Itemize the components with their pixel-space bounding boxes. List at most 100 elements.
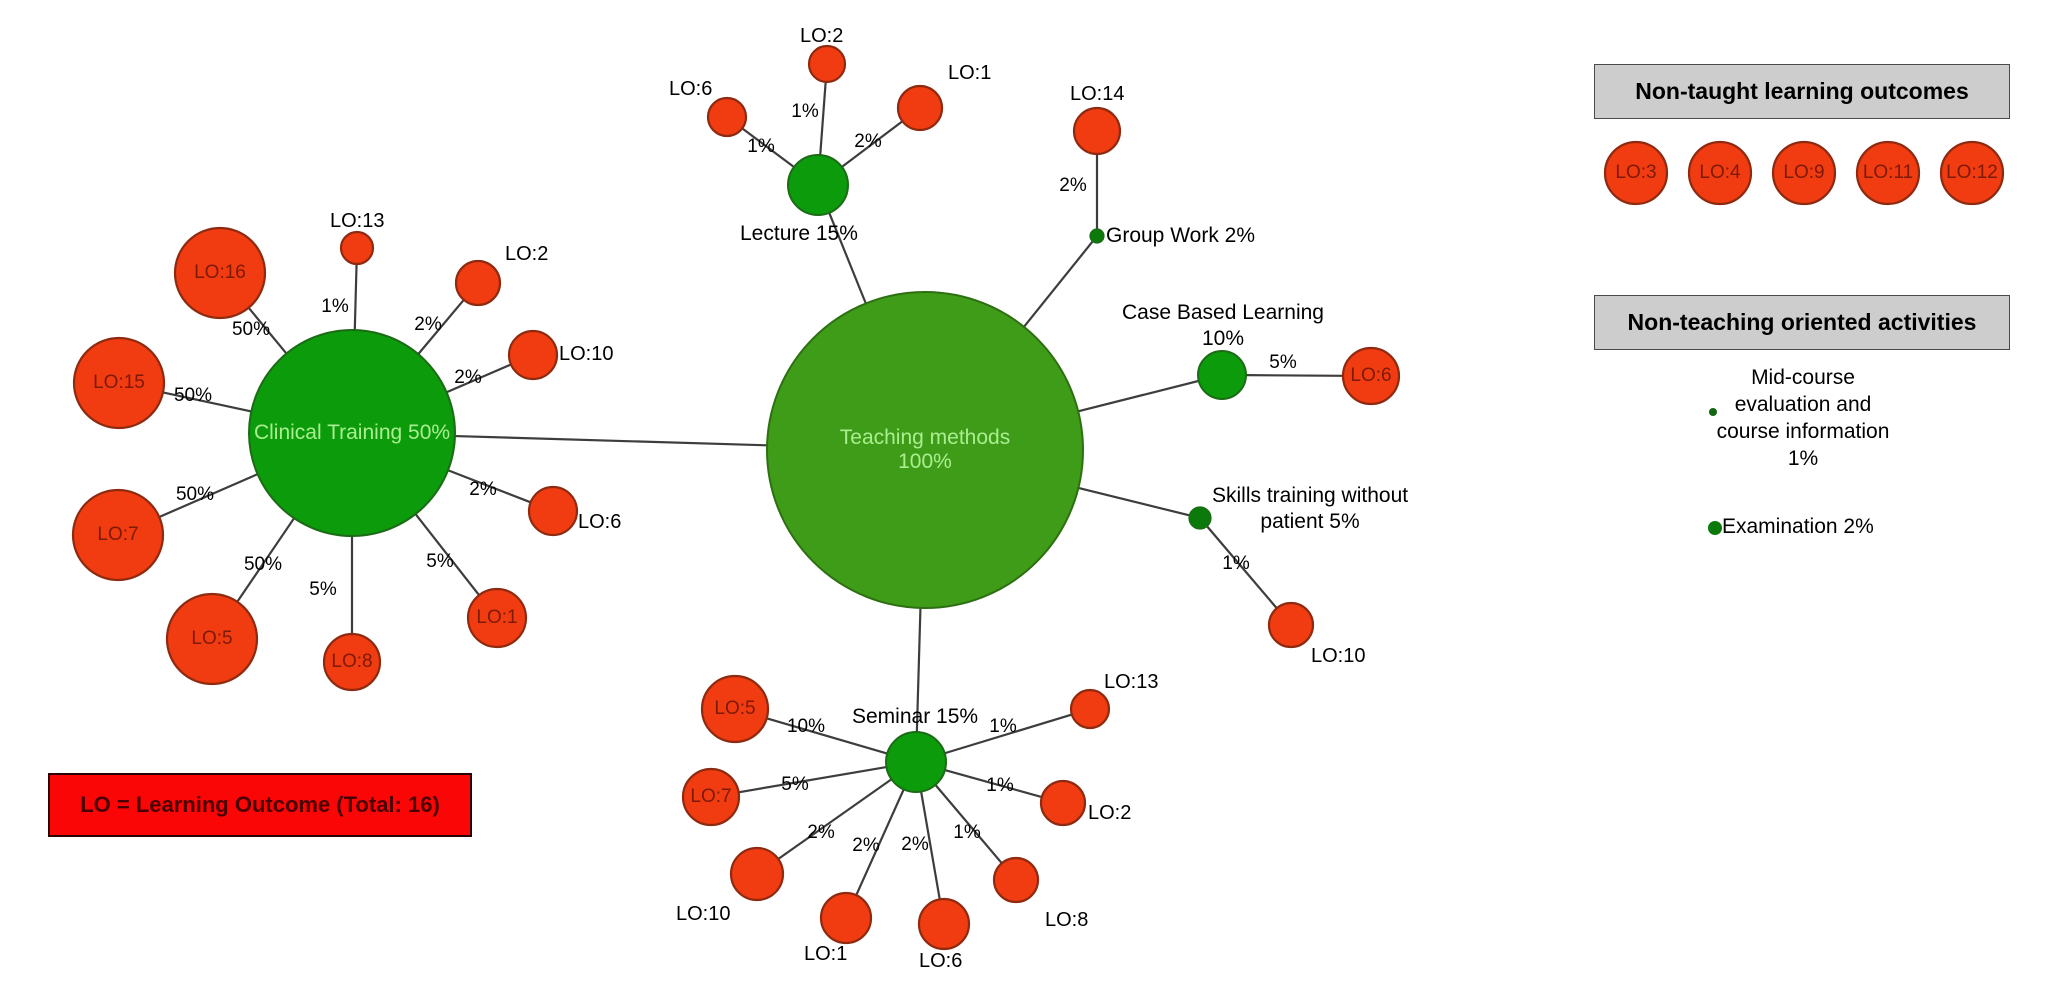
edge-root-seminar xyxy=(915,607,922,733)
edge-weight-ct-lo8: 5% xyxy=(309,579,337,600)
node-lec-lo6[interactable] xyxy=(706,96,748,138)
edge-weight-ct-lo5: 50% xyxy=(243,554,283,575)
edge-clinical-training-ct-lo6 xyxy=(447,469,532,504)
non-taught-panel-title: Non-taught learning outcomes xyxy=(1635,78,1969,104)
edge-weight-ct-lo1: 5% xyxy=(426,551,454,572)
edge-clinical-training-ct-lo1 xyxy=(414,513,480,596)
node-label-group-work: Group Work 2% xyxy=(1106,224,1255,247)
edge-root-clinical-training xyxy=(454,434,768,447)
non-taught-label-lo-4: LO:4 xyxy=(1699,162,1741,183)
node-label-sem-lo13: LO:13 xyxy=(1104,671,1159,693)
node-label-ct-lo1: LO:1 xyxy=(476,607,518,628)
node-ct-lo7[interactable] xyxy=(71,488,165,582)
node-gw-lo14[interactable] xyxy=(1072,106,1122,156)
lo-legend-box: LO = Learning Outcome (Total: 16) xyxy=(48,773,472,837)
edge-clinical-training-ct-lo7 xyxy=(158,473,259,519)
node-label-lec-lo1: LO:1 xyxy=(948,62,992,84)
node-ct-lo2[interactable] xyxy=(454,259,502,307)
edge-lecture-lec-lo2 xyxy=(819,81,827,156)
mid-course-line1: Mid-course xyxy=(1751,366,1855,389)
node-sem-lo10[interactable] xyxy=(729,846,785,902)
node-label-st-lo10: LO:10 xyxy=(1311,645,1366,667)
node-ct-lo8[interactable] xyxy=(322,632,382,692)
node-label-lec-lo6: LO:6 xyxy=(669,78,713,100)
node-group-work[interactable] xyxy=(1089,228,1105,244)
edge-clinical-training-ct-lo10 xyxy=(446,363,512,394)
edge-weight-st-lo10: 1% xyxy=(1222,553,1250,574)
node-label-case-based-learning: Case Based Learning 10% xyxy=(1122,301,1324,350)
node-ct-lo5[interactable] xyxy=(165,592,259,686)
edge-weight-sem-lo10: 2% xyxy=(807,822,835,843)
node-label-teaching-methods: Teaching methods 100% xyxy=(839,426,1011,473)
non-teaching-panel-title: Non-teaching oriented activities xyxy=(1627,309,1977,335)
non-teaching-dots xyxy=(1708,408,1722,535)
node-label-sem-lo7: LO:7 xyxy=(690,786,732,807)
node-label-sem-lo6: LO:6 xyxy=(919,950,963,972)
node-label-lecture: Lecture 15% xyxy=(740,222,858,245)
non-taught-node-lo-11[interactable] xyxy=(1855,140,1921,206)
node-clinical-training[interactable] xyxy=(248,329,456,537)
non-taught-node-lo-12[interactable] xyxy=(1939,140,2005,206)
edge-weight-sem-lo6: 2% xyxy=(901,834,929,855)
edge-seminar-sem-lo6 xyxy=(920,791,941,900)
node-ct-lo6[interactable] xyxy=(527,485,579,537)
edge-lecture-lec-lo1 xyxy=(841,120,904,168)
edge-case-based-learning-cbl-lo6 xyxy=(1245,374,1344,377)
node-skills-training[interactable] xyxy=(1188,506,1212,530)
node-label-ct-lo15: LO:15 xyxy=(93,372,145,393)
mid-course-dot xyxy=(1709,408,1717,416)
edge-root-skills-training xyxy=(1078,486,1190,517)
node-ct-lo16[interactable] xyxy=(173,226,267,320)
node-label-ct-lo6: LO:6 xyxy=(578,511,622,533)
edge-weight-lec-lo6: 1% xyxy=(747,136,775,157)
non-taught-node-lo-4[interactable] xyxy=(1687,140,1753,206)
edge-clinical-training-ct-lo2 xyxy=(417,299,465,355)
node-ct-lo15[interactable] xyxy=(72,336,166,430)
non-taught-label-lo-11: LO:11 xyxy=(1862,162,1914,183)
edge-weight-sem-lo5: 10% xyxy=(786,716,826,737)
edge-clinical-training-ct-lo16 xyxy=(247,307,288,355)
edge-layer xyxy=(158,81,1344,900)
node-seminar[interactable] xyxy=(885,731,947,793)
node-sem-lo2[interactable] xyxy=(1039,779,1087,827)
node-label-ct-lo7: LO:7 xyxy=(97,524,139,545)
non-taught-label-lo-9: LO:9 xyxy=(1783,162,1825,183)
edge-weight-sem-lo1: 2% xyxy=(852,835,880,856)
node-sem-lo7[interactable] xyxy=(681,767,741,827)
non-taught-node-lo-9[interactable] xyxy=(1771,140,1837,206)
node-label-lec-lo2: LO:2 xyxy=(800,25,844,47)
node-label-sem-lo1: LO:1 xyxy=(804,943,848,965)
non-taught-node-lo-3[interactable] xyxy=(1603,140,1669,206)
edge-clinical-training-ct-lo5 xyxy=(236,517,296,603)
node-lecture[interactable] xyxy=(787,154,849,216)
node-sem-lo5[interactable] xyxy=(700,674,770,744)
edge-weight-sem-lo7: 5% xyxy=(781,774,809,795)
edge-seminar-sem-lo7 xyxy=(738,765,887,794)
mid-course-line2: evaluation and xyxy=(1734,392,1872,416)
node-sem-lo1[interactable] xyxy=(819,891,873,945)
node-ct-lo10[interactable] xyxy=(507,329,559,381)
edge-clinical-training-ct-lo15 xyxy=(162,391,252,413)
node-sem-lo13[interactable] xyxy=(1069,688,1111,730)
edge-skills-training-st-lo10 xyxy=(1206,525,1278,609)
node-case-based-learning[interactable] xyxy=(1197,350,1247,400)
edge-lecture-lec-lo6 xyxy=(741,127,795,168)
node-sem-lo6[interactable] xyxy=(917,897,971,951)
node-cbl-lo6[interactable] xyxy=(1341,346,1401,406)
node-lec-lo1[interactable] xyxy=(896,84,944,132)
edge-weight-cbl-lo6: 5% xyxy=(1269,352,1297,373)
edge-root-case-based-learning xyxy=(1077,379,1199,413)
node-teaching-methods[interactable] xyxy=(766,291,1084,609)
node-label-skills-training: Skills training without patient 5% xyxy=(1212,484,1409,533)
node-ct-lo13[interactable] xyxy=(339,230,375,266)
node-ct-lo1[interactable] xyxy=(466,587,528,649)
edge-seminar-sem-lo8 xyxy=(934,784,1003,864)
node-st-lo10[interactable] xyxy=(1267,601,1315,649)
node-lec-lo2[interactable] xyxy=(807,44,847,84)
edge-weight-ct-lo15: 50% xyxy=(173,385,213,406)
node-layer xyxy=(71,44,1401,951)
node-label-ct-lo8: LO:8 xyxy=(331,651,373,672)
node-label-ct-lo2: LO:2 xyxy=(505,243,549,265)
node-sem-lo8[interactable] xyxy=(992,856,1040,904)
